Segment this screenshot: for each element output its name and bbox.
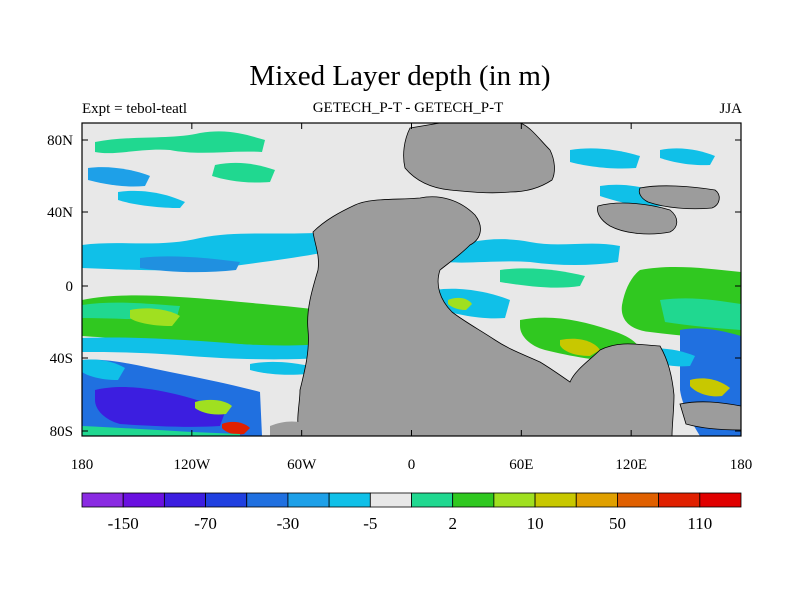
- y-tick-label: 40N: [47, 205, 73, 221]
- y-tick-label: 0: [66, 279, 74, 295]
- mld-patch: [95, 131, 265, 154]
- colorbar-swatch: [81, 492, 124, 508]
- mld-patch: [222, 421, 250, 435]
- colorbar-swatch: [163, 492, 206, 508]
- mld-patch: [82, 337, 322, 360]
- season-label: JJA: [719, 101, 742, 117]
- colorbar-swatch: [328, 492, 371, 508]
- experiment-label: Expt = tebol-teatl: [82, 101, 188, 117]
- x-tick-label: 180: [730, 457, 753, 473]
- colorbar-swatch: [287, 492, 330, 508]
- axis-ticks: 180 120W 60W 0 60E 120E 180 80N 40N 0 40S 80S: [47, 123, 752, 473]
- colorbar-label: 50: [609, 514, 626, 533]
- colorbar-swatch: [246, 492, 289, 508]
- x-tick-label: 60W: [287, 457, 317, 473]
- y-tick-label: 80S: [50, 424, 73, 440]
- colorbar-swatch: [369, 492, 412, 508]
- mld-patch: [570, 148, 640, 169]
- mld-patch: [660, 148, 715, 166]
- colorbar-swatch: [411, 492, 454, 508]
- mld-patch: [88, 167, 150, 187]
- x-tick-label: 180: [71, 457, 94, 473]
- colorbar-label: -30: [277, 514, 300, 533]
- mld-patch: [560, 338, 600, 356]
- mld-patch: [118, 190, 185, 208]
- mld-patch: [448, 297, 472, 310]
- y-tick-label: 80N: [47, 133, 73, 149]
- colorbar-swatch: [205, 492, 248, 508]
- colorbar-swatch: [122, 492, 165, 508]
- colorbar-swatch: [534, 492, 577, 508]
- mld-patch: [95, 387, 225, 427]
- colorbar: -150 -70 -30 -5 2 10 50 110: [81, 492, 742, 533]
- colorbar-swatch: [658, 492, 701, 508]
- y-tick-label: 40S: [50, 351, 73, 367]
- x-tick-label: 120E: [615, 457, 647, 473]
- land-mass: [270, 421, 310, 436]
- land-mass: [638, 185, 720, 210]
- map-title: Mixed Layer depth (in m): [249, 60, 551, 92]
- x-tick-label: 0: [408, 457, 416, 473]
- colorbar-label: -70: [194, 514, 217, 533]
- colorbar-swatch: [575, 492, 618, 508]
- mld-patch: [500, 268, 585, 288]
- mld-patch: [130, 308, 180, 326]
- x-tick-label: 60E: [509, 457, 533, 473]
- colorbar-label: -150: [108, 514, 139, 533]
- colorbar-swatch: [493, 492, 536, 508]
- mld-patch: [195, 399, 232, 415]
- colorbar-label: 2: [448, 514, 457, 533]
- x-tick-label: 120W: [173, 457, 211, 473]
- dataset-label: GETECH_P-T - GETECH_P-T: [312, 100, 504, 116]
- colorbar-label: 110: [687, 514, 712, 533]
- mld-patch: [250, 361, 310, 375]
- mld-patch: [212, 162, 275, 183]
- mld-patch: [445, 239, 620, 265]
- colorbar-label: -5: [363, 514, 377, 533]
- colorbar-swatch: [617, 492, 660, 508]
- land-mass: [297, 196, 675, 436]
- mld-patch: [660, 298, 741, 330]
- land-mass: [403, 123, 555, 194]
- map-field: [82, 123, 741, 436]
- colorbar-label: 10: [527, 514, 544, 533]
- mld-patch: [435, 288, 510, 319]
- mld-patch: [140, 256, 240, 273]
- land-mass: [679, 401, 741, 431]
- mld-patch: [82, 359, 125, 380]
- colorbar-swatch: [452, 492, 495, 508]
- mld-patch: [82, 426, 240, 436]
- land-mass: [597, 202, 678, 235]
- mld-patch: [690, 378, 730, 397]
- colorbar-swatch: [699, 492, 742, 508]
